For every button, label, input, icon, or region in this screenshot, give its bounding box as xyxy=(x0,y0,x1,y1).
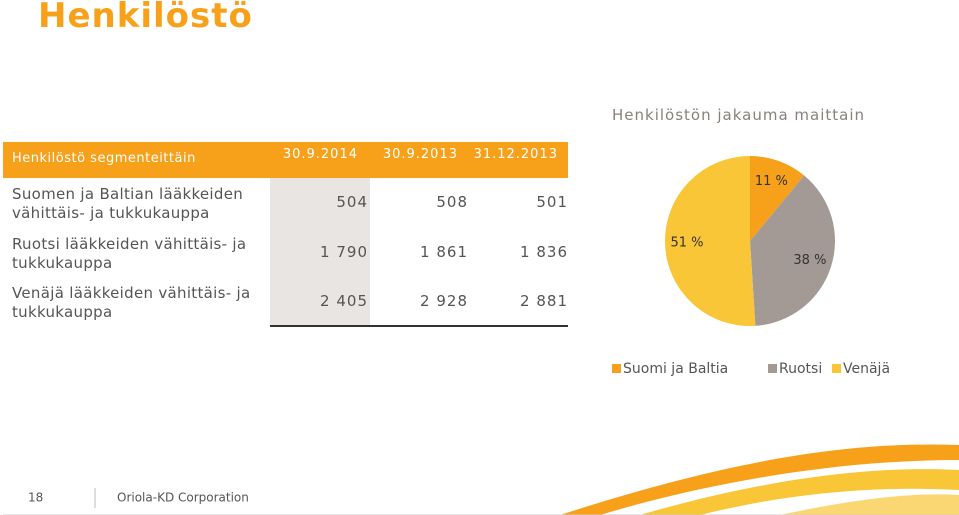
cell: 1 836 xyxy=(520,243,568,261)
legend-label: Venäjä xyxy=(843,361,890,377)
header-cell: 30.9.2013 xyxy=(382,147,458,162)
header-cell: 30.9.2014 xyxy=(282,147,358,162)
company-name: Oriola-KD Corporation xyxy=(117,491,249,505)
decoration xyxy=(780,494,959,515)
page-number: 18 xyxy=(28,491,43,505)
decoration xyxy=(560,444,959,515)
cell: 1 790 xyxy=(320,243,368,261)
cell: 501 xyxy=(536,193,568,211)
chart-title: Henkilöstön jakauma maittain xyxy=(612,106,866,124)
pie-slice xyxy=(750,156,805,241)
row-label: Venäjä lääkkeiden vähittäis- ja tukkukau… xyxy=(12,284,251,321)
column-shade xyxy=(270,178,370,326)
header-cell: Henkilöstö segmenteittäin xyxy=(12,151,196,166)
cell: 504 xyxy=(336,193,368,211)
legend-swatch xyxy=(612,364,621,373)
cell: 2 881 xyxy=(520,292,568,310)
legend-label: Suomi ja Baltia xyxy=(623,361,728,377)
decoration xyxy=(640,469,959,515)
cell: 508 xyxy=(436,193,468,211)
legend-label: Ruotsi xyxy=(779,361,822,377)
slice-label: 11 % xyxy=(755,174,788,189)
legend-swatch xyxy=(768,364,777,373)
legend-swatch xyxy=(832,364,841,373)
table-bottom-rule xyxy=(270,325,568,327)
row-label: Ruotsi lääkkeiden vähittäis- ja tukkukau… xyxy=(12,235,247,272)
slide-title: Henkilöstö xyxy=(38,0,253,36)
header-band xyxy=(3,142,568,178)
cell: 2 405 xyxy=(320,292,368,310)
header-cell: 31.12.2013 xyxy=(473,147,558,162)
pie-slice xyxy=(750,175,836,326)
row-label: Suomen ja Baltian lääkkeiden vähittäis- … xyxy=(12,185,244,222)
slice-label: 51 % xyxy=(671,235,704,250)
pie-slice xyxy=(664,156,756,326)
slice-label: 38 % xyxy=(793,253,826,268)
cell: 1 861 xyxy=(420,243,468,261)
cell: 2 928 xyxy=(420,292,468,310)
